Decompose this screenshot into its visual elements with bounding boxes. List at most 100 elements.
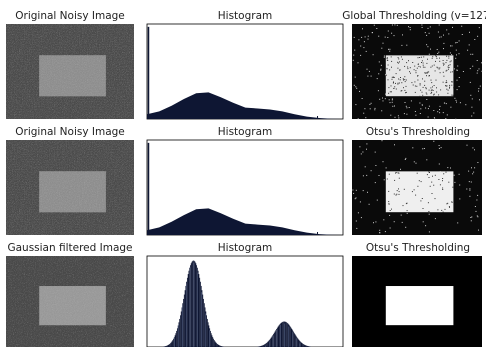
histogram-bar	[215, 342, 217, 347]
speckle	[419, 84, 421, 86]
speckle	[442, 178, 444, 179]
speckle	[368, 70, 370, 72]
speckle	[370, 170, 372, 172]
speckle	[414, 65, 416, 67]
speckle	[397, 57, 399, 59]
speckle	[414, 111, 416, 112]
speckle	[453, 87, 455, 89]
histogram-bar	[199, 277, 201, 347]
histogram-bar	[269, 338, 271, 347]
speckle	[429, 172, 430, 173]
histogram-bar	[178, 322, 180, 347]
speckle	[472, 173, 474, 175]
speckle	[406, 107, 408, 109]
histogram-bar	[202, 294, 204, 347]
speckle	[435, 55, 437, 57]
histogram-bar	[204, 307, 206, 347]
speckle	[404, 76, 406, 78]
speckle	[472, 65, 474, 67]
speckle	[448, 67, 450, 68]
speckle	[404, 81, 406, 83]
speckle	[362, 190, 364, 192]
speckle	[415, 114, 417, 116]
speckle	[429, 26, 431, 28]
speckle	[447, 66, 449, 68]
speckle	[468, 181, 470, 183]
speckle	[389, 91, 391, 93]
speckle	[443, 75, 445, 77]
histogram-area	[147, 92, 343, 119]
histogram-bar	[276, 327, 278, 347]
speckle	[366, 68, 368, 70]
histogram-bar	[284, 321, 286, 347]
panel-title: Histogram	[218, 126, 272, 138]
speckle	[469, 189, 471, 191]
histogram-bar	[266, 342, 267, 347]
speckle	[430, 87, 432, 89]
speckle	[461, 34, 463, 35]
speckle	[472, 53, 474, 55]
histogram-bar	[273, 334, 274, 347]
speckle	[448, 68, 449, 70]
speckle	[381, 47, 383, 49]
speckle	[389, 214, 391, 216]
speckle	[417, 75, 419, 76]
histogram-bar	[283, 321, 285, 347]
histogram-bar	[288, 324, 290, 347]
speckle	[448, 33, 450, 35]
speckle	[378, 61, 380, 63]
speckle	[359, 201, 361, 203]
panel-title: Otsu's Thresholding	[366, 242, 470, 254]
speckle	[367, 191, 368, 193]
speckle	[385, 93, 386, 95]
speckle	[458, 173, 460, 175]
speckle	[448, 181, 450, 183]
speckle	[436, 87, 437, 89]
speckle	[405, 91, 407, 93]
bright-rectangle	[385, 55, 454, 97]
speckle	[373, 24, 375, 26]
histogram-bar	[193, 260, 195, 347]
speckle	[357, 62, 359, 64]
speckle	[443, 63, 445, 65]
speckle	[421, 91, 423, 93]
histogram-bar	[300, 342, 302, 347]
speckle	[445, 85, 447, 87]
speckle	[382, 97, 383, 99]
speckle	[469, 188, 471, 190]
histogram-bar	[292, 330, 294, 347]
speckle	[384, 98, 386, 100]
histogram-bar	[273, 332, 275, 347]
speckle	[446, 114, 448, 116]
speckle	[431, 89, 433, 91]
speckle	[471, 98, 473, 100]
speckle	[440, 89, 442, 91]
speckle	[391, 24, 393, 26]
speckle	[388, 99, 390, 101]
speckle	[445, 118, 447, 120]
speckle	[394, 86, 396, 88]
histogram-bar	[180, 315, 181, 347]
histogram-bar	[296, 336, 297, 347]
speckle	[456, 89, 458, 91]
histogram-bar	[189, 267, 191, 347]
speckle	[420, 56, 422, 58]
noisy-image	[6, 140, 134, 235]
histogram-bar	[275, 330, 277, 347]
speckle	[442, 60, 444, 61]
histogram-bar	[212, 337, 214, 347]
thresholded-image	[352, 256, 482, 347]
speckle	[421, 27, 423, 28]
speckle	[427, 46, 429, 48]
speckle	[376, 28, 378, 29]
speckle	[444, 208, 446, 210]
speckle	[470, 53, 472, 55]
speckle	[355, 220, 357, 222]
histogram-plot	[146, 23, 344, 120]
histogram-bar	[187, 274, 189, 347]
speckle	[386, 178, 388, 180]
speckle	[356, 227, 358, 229]
histogram-bar	[279, 324, 281, 347]
histogram-bar	[198, 274, 200, 347]
